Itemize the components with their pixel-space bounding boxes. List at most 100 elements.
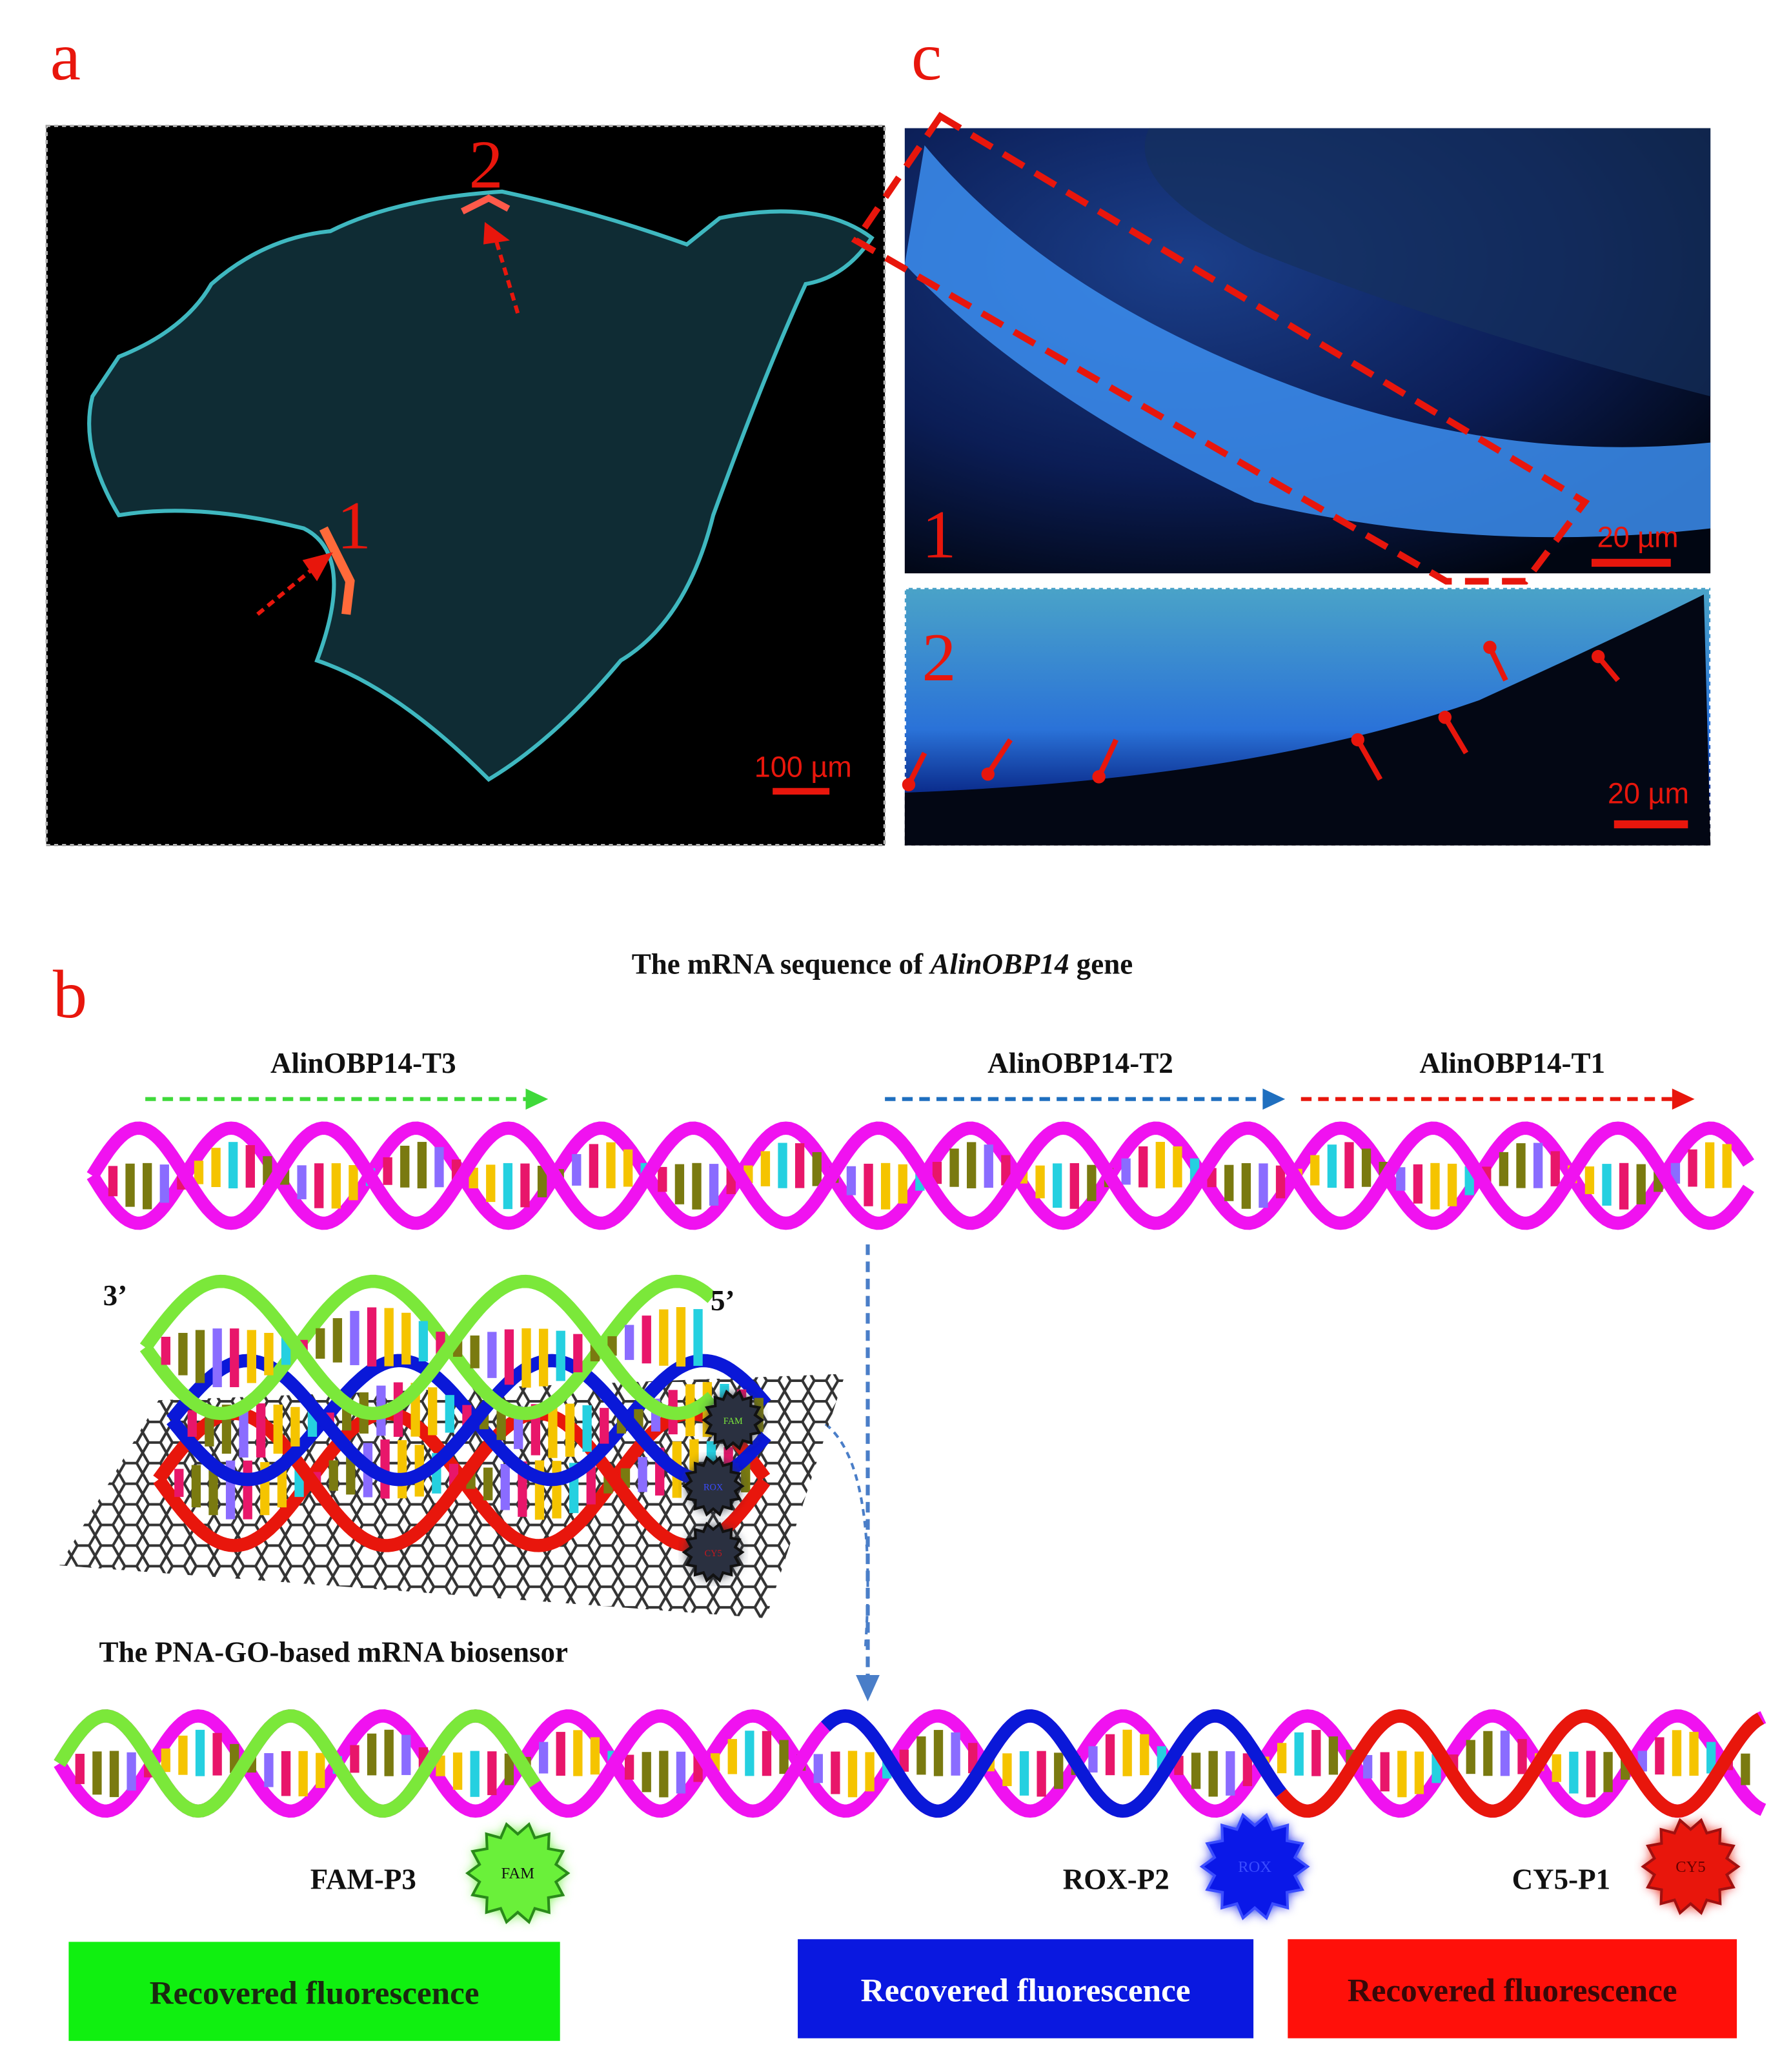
probe-strand — [1276, 1709, 1765, 1818]
target-label: AlinOBP14-T1 — [1419, 1047, 1605, 1079]
base — [659, 1751, 669, 1798]
target-label: AlinOBP14-T2 — [987, 1047, 1173, 1079]
base — [191, 1465, 201, 1508]
base — [452, 1752, 463, 1790]
scale-bar-label: 20 µm — [1597, 520, 1679, 553]
flow-arrow — [824, 1423, 869, 1652]
base — [813, 1754, 823, 1783]
arrow — [1442, 716, 1469, 755]
base — [487, 1751, 497, 1796]
base — [573, 1334, 583, 1373]
base — [1140, 1734, 1149, 1776]
base — [538, 1328, 549, 1386]
base — [316, 1752, 325, 1789]
dye-label: ROX — [1238, 1858, 1271, 1876]
base — [281, 1751, 291, 1796]
arrows — [902, 640, 1621, 791]
base — [1054, 1752, 1064, 1789]
base — [623, 1149, 633, 1187]
base — [161, 1336, 170, 1365]
base — [1138, 1146, 1148, 1188]
base — [109, 1751, 119, 1798]
base — [638, 1457, 647, 1492]
base — [659, 1309, 669, 1366]
base — [125, 1163, 135, 1207]
base — [277, 1465, 287, 1508]
base — [1361, 1148, 1371, 1187]
base — [1019, 1751, 1029, 1796]
base — [1122, 1729, 1132, 1776]
base — [332, 1318, 343, 1363]
arrow — [986, 738, 1013, 776]
base — [1224, 1164, 1234, 1201]
base — [108, 1166, 118, 1197]
base — [245, 1145, 255, 1188]
base — [1035, 1165, 1045, 1199]
base — [537, 1165, 547, 1197]
base — [1688, 1149, 1697, 1187]
base — [984, 1144, 993, 1188]
base — [846, 1166, 856, 1195]
base — [642, 1315, 651, 1364]
base — [847, 1751, 858, 1798]
arrow-head — [1483, 640, 1497, 655]
probe-name: FAM-P3 — [310, 1864, 416, 1896]
probe-name: ROX-P2 — [1063, 1864, 1169, 1896]
base — [1517, 1739, 1527, 1774]
base — [951, 1732, 960, 1776]
base — [397, 1440, 407, 1499]
arrow-head — [483, 221, 510, 245]
base — [762, 1731, 772, 1776]
base — [1552, 1754, 1561, 1782]
base — [573, 1730, 583, 1776]
dye-star — [1641, 1818, 1741, 1915]
base — [243, 1460, 252, 1519]
base — [350, 1310, 359, 1365]
base — [290, 1407, 300, 1447]
dye-label: ROX — [703, 1482, 723, 1492]
base — [504, 1329, 514, 1385]
base — [600, 1408, 609, 1444]
strand — [139, 1274, 716, 1421]
base — [1121, 1158, 1131, 1185]
base — [676, 1307, 686, 1367]
base — [521, 1328, 531, 1388]
signal — [460, 194, 511, 215]
base — [239, 1403, 248, 1458]
base — [230, 1328, 239, 1388]
tissue-section — [87, 189, 875, 782]
base — [1362, 1754, 1373, 1779]
base — [1533, 1143, 1543, 1188]
base — [760, 1151, 771, 1186]
base — [350, 1745, 359, 1773]
base — [75, 1754, 85, 1784]
base — [1069, 1163, 1079, 1209]
base — [264, 1752, 274, 1787]
base — [1241, 1163, 1251, 1209]
end-label: 3’ — [103, 1279, 128, 1312]
base — [692, 1163, 702, 1210]
dye-star — [1199, 1813, 1310, 1920]
base — [503, 1163, 513, 1210]
base — [297, 1165, 307, 1199]
base — [1722, 1144, 1732, 1188]
dye-star — [465, 1822, 571, 1925]
base — [349, 1164, 358, 1201]
base — [384, 1308, 394, 1366]
result-box — [798, 1939, 1254, 2038]
panel-label: b — [53, 957, 87, 1033]
base — [500, 1464, 510, 1510]
base — [624, 1325, 634, 1360]
arrow-head — [1092, 770, 1106, 784]
base — [949, 1148, 959, 1187]
base — [401, 1734, 411, 1775]
base — [1088, 1746, 1098, 1773]
base — [572, 1153, 582, 1186]
base — [1413, 1164, 1423, 1204]
marker: 2 — [922, 620, 956, 696]
marker: 1 — [337, 487, 371, 564]
dye-label: CY5 — [1675, 1858, 1705, 1876]
base — [212, 1732, 222, 1776]
panel-label: a — [50, 19, 81, 95]
